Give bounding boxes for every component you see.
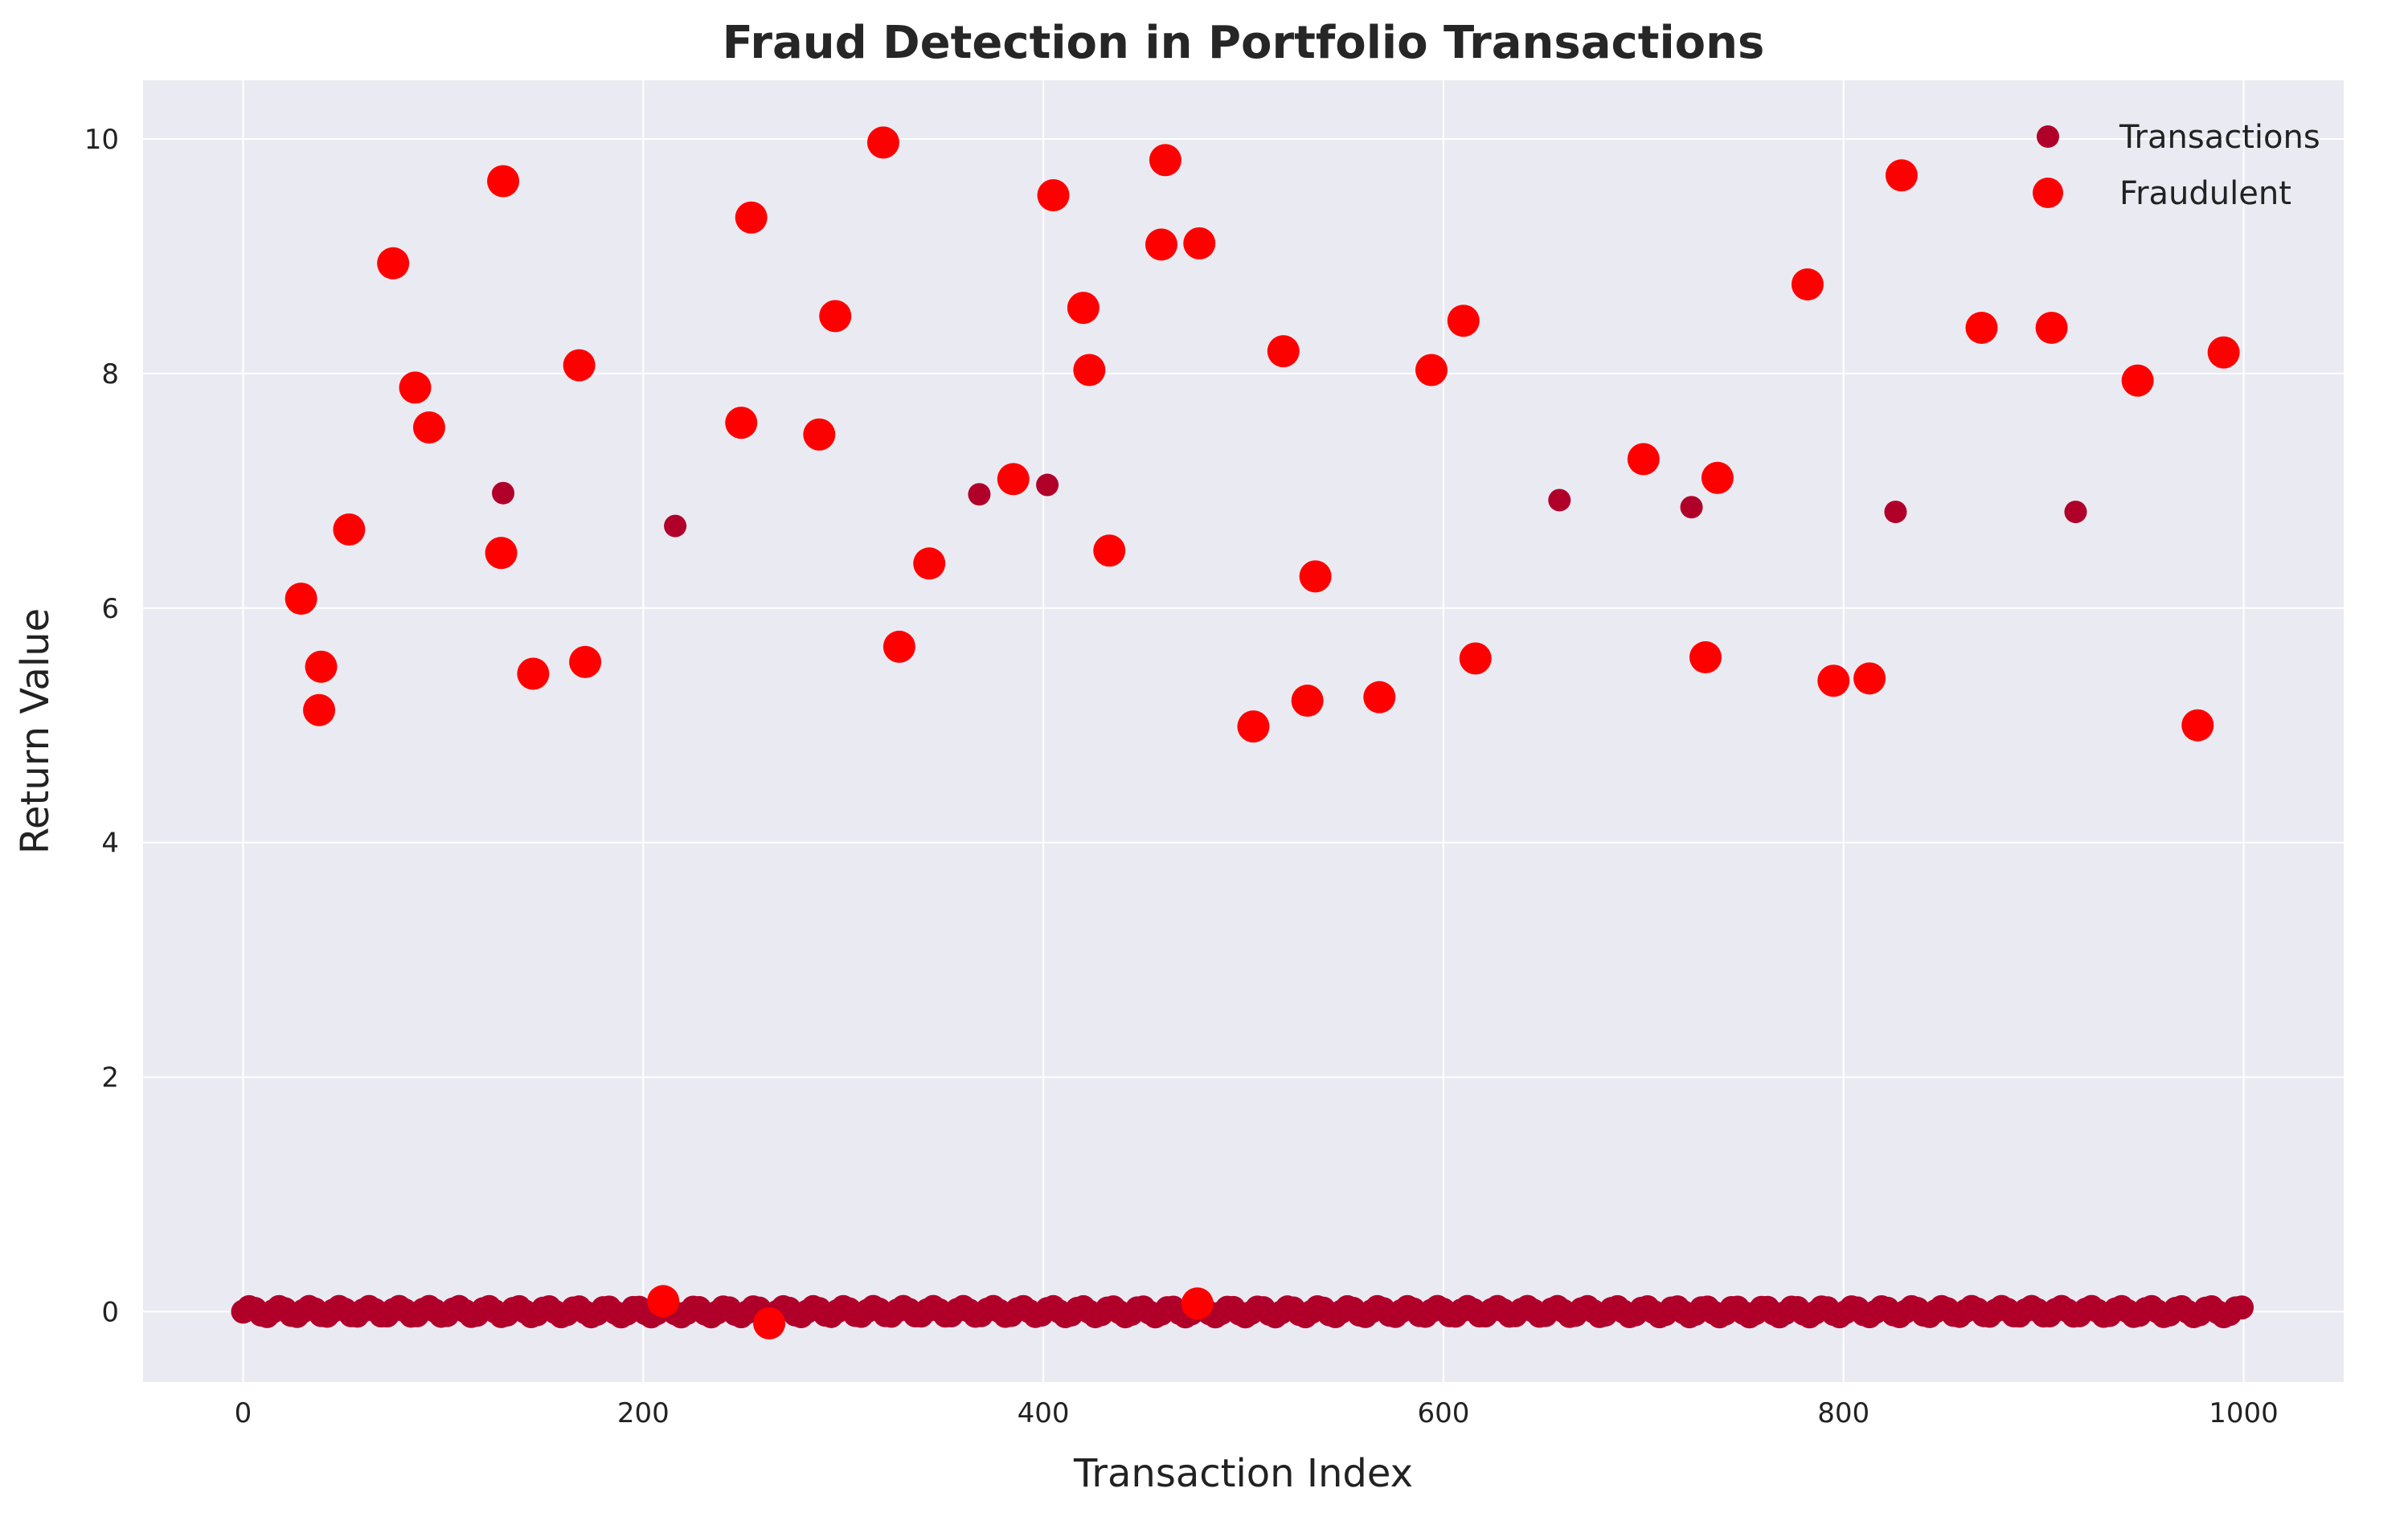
fraudulent-point: [1181, 1287, 1214, 1320]
chart-title: Fraud Detection in Portfolio Transaction…: [723, 17, 1765, 69]
fraudulent-point: [913, 547, 946, 580]
fraudulent-point: [399, 371, 432, 404]
transaction-point: [1680, 496, 1703, 519]
y-tick-label: 6: [101, 593, 119, 625]
fraudulent-point: [1183, 227, 1216, 260]
fraudulent-point: [412, 411, 445, 444]
fraudulent-point: [563, 349, 596, 382]
y-tick-label: 10: [84, 124, 119, 156]
x-tick-label: 600: [1417, 1397, 1469, 1429]
transaction-point: [1548, 489, 1571, 512]
legend-marker-fraudulent: [2033, 178, 2063, 208]
transaction-point: [664, 514, 687, 538]
fraudulent-point: [1817, 664, 1850, 697]
fraudulent-point: [1149, 144, 1181, 177]
legend-marker-transactions: [2037, 125, 2059, 148]
fraudulent-point: [647, 1285, 680, 1318]
x-tick-label: 1000: [2209, 1397, 2279, 1429]
transaction-point: [492, 481, 515, 505]
fraudulent-point: [2121, 364, 2154, 397]
y-tick-label: 0: [101, 1296, 119, 1328]
fraudulent-point: [1299, 560, 1332, 593]
transaction-point: [2230, 1295, 2254, 1320]
fraudulent-point: [1093, 534, 1126, 567]
fraudulent-point: [735, 201, 768, 234]
fraudulent-point: [1237, 710, 1270, 743]
fraudulent-point: [725, 407, 758, 440]
fraudulent-point: [753, 1307, 786, 1340]
fraudulent-point: [569, 645, 602, 678]
fraudulent-point: [883, 630, 915, 663]
fraudulent-point: [819, 300, 852, 333]
x-tick-label: 800: [1817, 1397, 1869, 1429]
data-points: [231, 126, 2254, 1340]
fraudulent-point: [1965, 311, 1998, 344]
x-tick-label: 200: [617, 1397, 670, 1429]
fraudulent-point: [1067, 292, 1100, 325]
x-tick-label: 400: [1018, 1397, 1070, 1429]
fraudulent-point: [1885, 159, 1918, 192]
fraudulent-point: [303, 693, 336, 726]
fraudulent-point: [1291, 685, 1324, 718]
fraudulent-point: [2181, 709, 2214, 742]
fraudulent-point: [305, 650, 338, 683]
legend-label-transactions: Transactions: [2119, 119, 2320, 156]
y-tick-label: 8: [101, 358, 119, 390]
fraudulent-point: [285, 583, 317, 615]
legend-label-fraudulent: Fraudulent: [2119, 175, 2291, 212]
tick-labels: 0 200 400 600 800 1000 0 2 4 6 8 10: [84, 124, 2279, 1429]
y-axis-label: Return Value: [13, 608, 58, 854]
fraudulent-point: [1459, 642, 1492, 675]
fraudulent-point: [1689, 641, 1722, 674]
fraudulent-point: [1447, 305, 1480, 337]
fraudulent-point: [517, 657, 550, 690]
fraudulent-point: [2035, 311, 2068, 344]
fraudulent-point: [1073, 354, 1106, 386]
fraudulent-point: [1415, 354, 1448, 386]
fraudulent-point: [1267, 335, 1300, 368]
transaction-point: [968, 483, 991, 506]
fraudulent-point: [1145, 228, 1177, 261]
fraudulent-point: [803, 418, 836, 451]
fraudulent-point: [333, 513, 366, 546]
fraudulent-point: [2207, 336, 2240, 369]
legend: Transactions Fraudulent: [2033, 119, 2320, 212]
transaction-point: [2064, 501, 2087, 524]
fraudulent-point: [1363, 681, 1396, 714]
transaction-point: [1884, 501, 1907, 524]
fraudulent-point: [997, 463, 1030, 496]
y-tick-label: 4: [101, 828, 119, 860]
fraudulent-point: [377, 247, 410, 280]
fraudulent-point: [487, 165, 520, 198]
fraudulent-point: [866, 126, 899, 159]
fraudulent-point: [1627, 443, 1660, 476]
fraudulent-point: [1701, 461, 1734, 494]
x-axis-label: Transaction Index: [1073, 1451, 1413, 1496]
fraudulent-point: [1791, 268, 1824, 301]
fraudulent-point: [485, 537, 518, 570]
y-tick-label: 2: [101, 1062, 119, 1094]
fraudulent-point: [1853, 662, 1886, 695]
fraudulent-point: [1037, 179, 1070, 212]
transaction-point: [1036, 473, 1059, 497]
x-tick-label: 0: [235, 1397, 252, 1429]
